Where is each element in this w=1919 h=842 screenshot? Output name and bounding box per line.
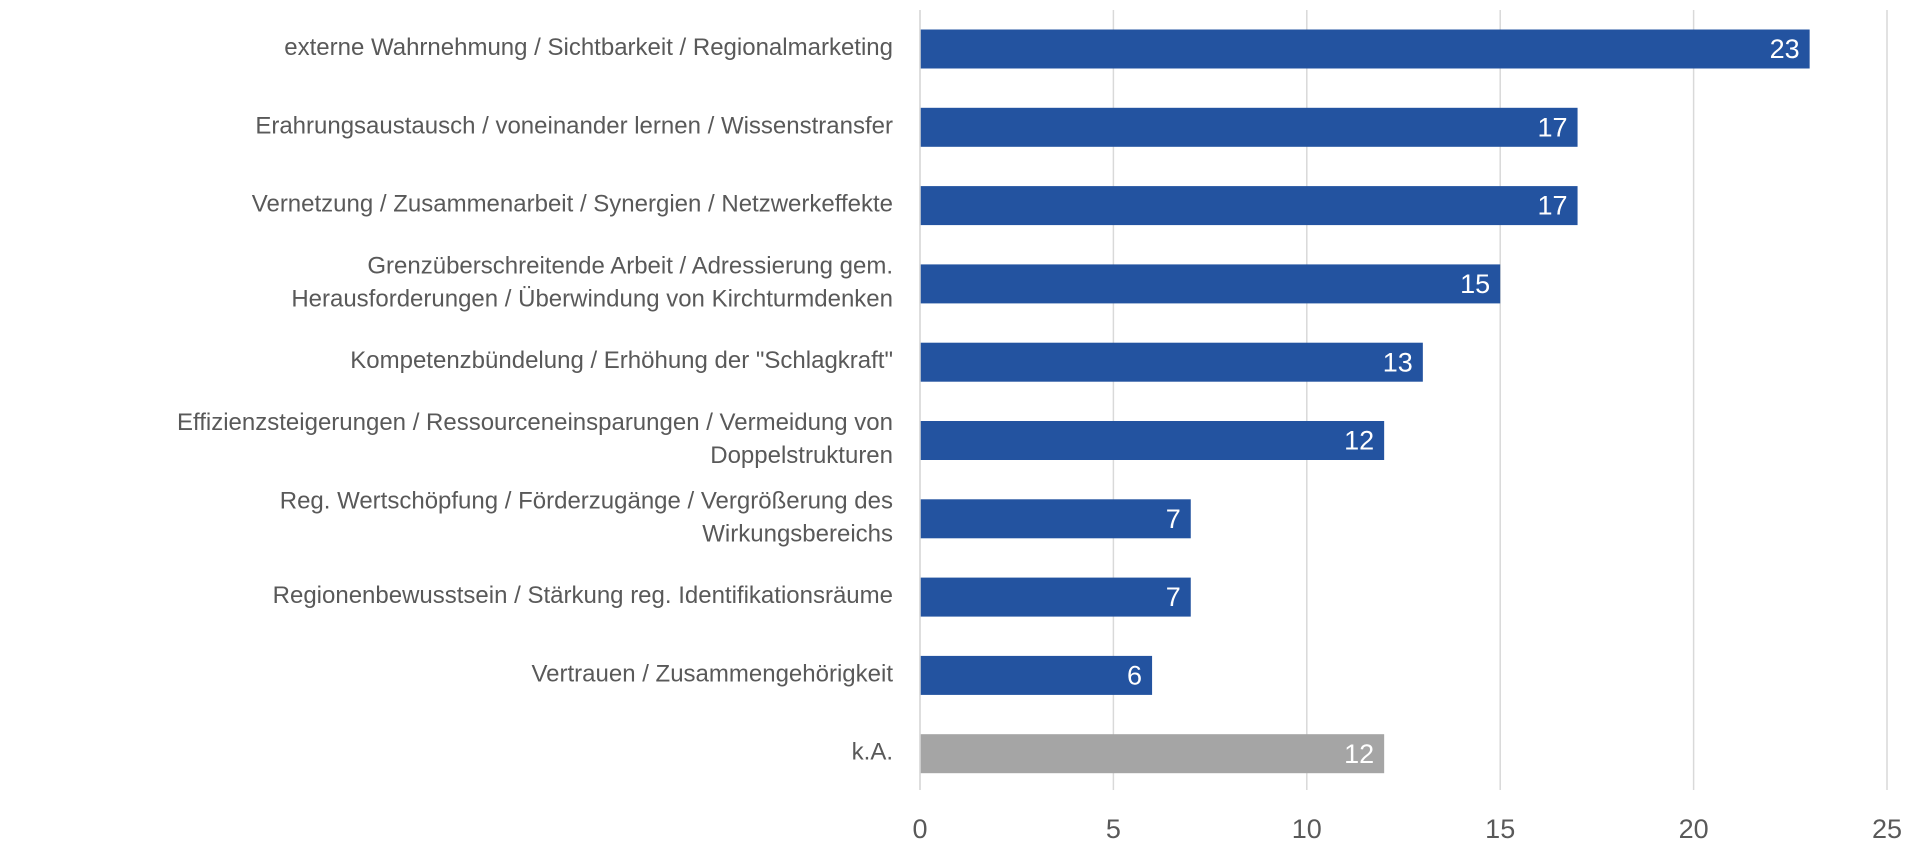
x-tick-label: 0 — [912, 814, 927, 842]
value-label: 12 — [1344, 739, 1374, 769]
category-label: Regionenbewusstsein / Stärkung reg. Iden… — [273, 582, 893, 609]
bar — [920, 107, 1578, 147]
value-label: 12 — [1344, 426, 1374, 456]
category-label: Grenzüberschreitende Arbeit / Adressieru… — [291, 253, 893, 313]
bar — [920, 499, 1191, 539]
value-label: 7 — [1166, 582, 1181, 612]
category-label: Effizienzsteigerungen / Ressourceneinspa… — [177, 409, 893, 469]
bar — [920, 29, 1810, 69]
category-label: Erahrungsaustausch / voneinander lernen … — [255, 113, 893, 140]
category-label: k.A. — [852, 739, 893, 766]
value-label: 17 — [1538, 112, 1568, 142]
x-tick-label: 15 — [1485, 814, 1515, 842]
bar — [920, 655, 1153, 695]
x-tick-label: 5 — [1106, 814, 1121, 842]
category-label: Kompetenzbündelung / Erhöhung der "Schla… — [350, 348, 893, 375]
value-label: 15 — [1460, 269, 1490, 299]
x-tick-label: 25 — [1872, 814, 1902, 842]
value-label: 13 — [1383, 347, 1413, 377]
bar — [920, 421, 1385, 460]
category-label: Reg. Wertschöpfung / Förderzugänge / Ver… — [280, 488, 893, 548]
value-label: 17 — [1538, 191, 1568, 221]
bar — [920, 577, 1191, 617]
x-tick-label: 10 — [1292, 814, 1322, 842]
category-label: Vernetzung / Zusammenarbeit / Synergien … — [252, 191, 893, 218]
bar — [920, 734, 1385, 774]
category-label: Vertrauen / Zusammengehörigkeit — [531, 661, 893, 688]
x-tick-label: 20 — [1679, 814, 1709, 842]
category-label: externe Wahrnehmung / Sichtbarkeit / Reg… — [284, 34, 893, 61]
value-label: 7 — [1166, 504, 1181, 534]
bar — [920, 342, 1423, 382]
bar — [920, 186, 1578, 226]
value-label: 6 — [1127, 661, 1142, 691]
bar — [920, 264, 1501, 304]
value-label: 23 — [1770, 34, 1800, 64]
